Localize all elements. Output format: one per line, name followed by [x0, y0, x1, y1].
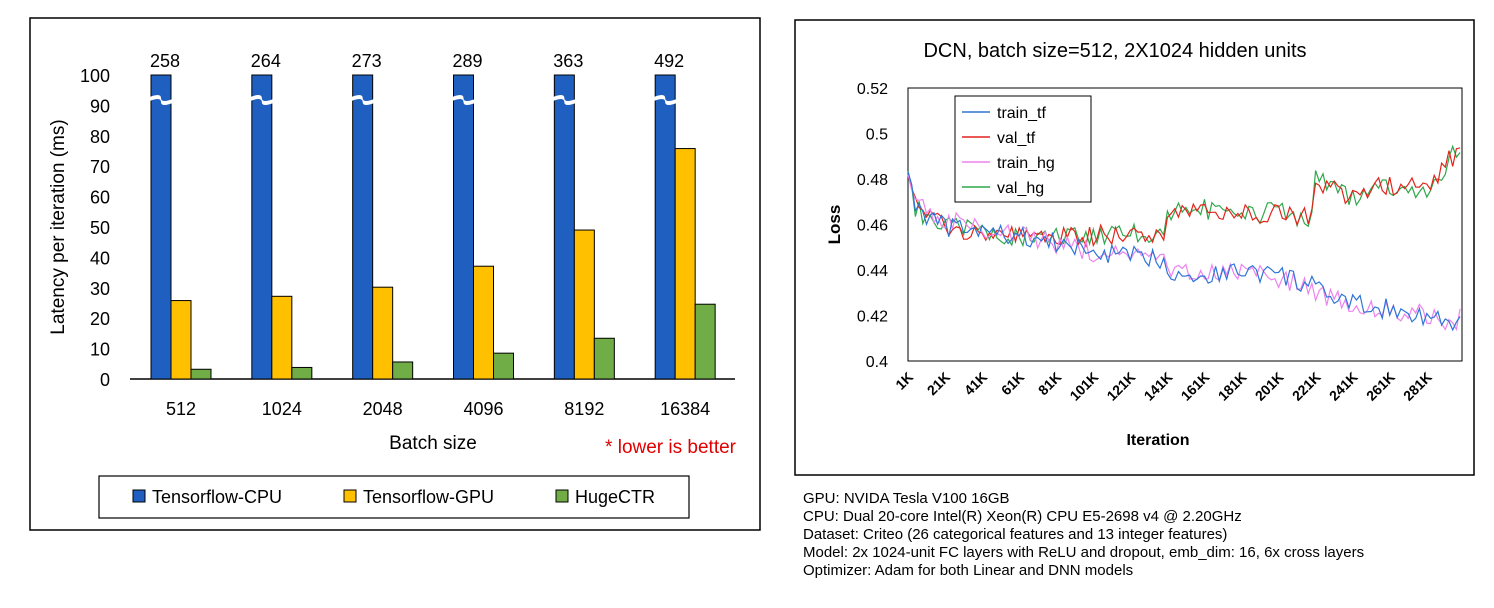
legend-swatch: [343, 489, 357, 503]
spec-cpu: CPU: Dual 20-core Intel(R) Xeon(R) CPU E…: [803, 508, 1242, 525]
y-tick-label: 0.48: [857, 172, 888, 189]
y-tick-label: 80: [90, 127, 110, 147]
y-tick-label: 90: [90, 96, 110, 116]
legend-swatch: [132, 489, 146, 503]
spec-gpu: GPU: NVIDA Tesla V100 16GB: [803, 490, 1010, 507]
axis-break-mark: [550, 95, 579, 105]
y-tick-label: 10: [90, 340, 110, 360]
bar-tensorflow-gpu: [372, 286, 394, 380]
axis-break-mark: [651, 95, 680, 105]
axis-break-mark: [247, 95, 276, 105]
bar-tensorflow-gpu: [674, 148, 696, 380]
bar-tensorflow-cpu: [654, 74, 676, 380]
bar-hugectr: [190, 368, 212, 380]
break-value-label: 289: [452, 51, 482, 71]
bar-chart-panel: 0 10 20 30 40 50 60 70 80 90 100 Latency per iterat…: [29, 17, 761, 531]
legend-label: train_hg: [997, 155, 1055, 172]
annotation-note: * lower is better: [605, 437, 737, 458]
bar-chart: 0 10 20 30 40 50 60 70 80 90 100 Latency per iterat…: [48, 51, 737, 519]
legend-swatch: [555, 489, 569, 503]
x-axis-label: Iteration: [1126, 432, 1189, 449]
y-tick-label: 0.44: [857, 263, 888, 280]
bar-tensorflow-cpu: [553, 74, 575, 380]
y-axis-label: Latency per iteration (ms): [48, 119, 69, 334]
break-value-label: 264: [251, 51, 281, 71]
break-value-label: 492: [654, 51, 684, 71]
bar-tensorflow-gpu: [271, 295, 293, 380]
x-tick-label: 2048: [363, 399, 403, 419]
y-tick-label: 0.42: [857, 309, 888, 326]
bar-tensorflow-gpu: [473, 265, 494, 380]
x-tick-label: 1024: [262, 399, 302, 419]
y-tick-label: 0: [100, 370, 110, 390]
x-axis-label: Batch size: [389, 433, 477, 454]
legend-label: Tensorflow-CPU: [152, 487, 282, 507]
legend-label: Tensorflow-GPU: [363, 487, 494, 507]
y-tick-label: 0.4: [866, 354, 888, 371]
bar-hugectr: [593, 337, 615, 380]
bar-tensorflow-cpu: [453, 74, 474, 380]
series-line-val-tf: [907, 147, 1461, 248]
legend-box: [954, 95, 1092, 203]
plot-area: [907, 87, 1463, 362]
hardware-specs: GPU: NVIDA Tesla V100 16GB CPU: Dual 20-…: [803, 490, 1493, 580]
series-line-train-hg: [907, 174, 1461, 332]
break-value-label: 363: [553, 51, 583, 71]
x-tick-label: 16384: [660, 399, 710, 419]
y-tick-label: 100: [80, 66, 110, 86]
break-value-label: 273: [352, 51, 382, 71]
axis-break-mark: [147, 95, 175, 105]
legend-box: [98, 475, 690, 519]
y-tick-label: 60: [90, 188, 110, 208]
y-tick-label: 20: [90, 309, 110, 329]
axis-break-mark: [348, 95, 377, 105]
bar-tensorflow-cpu: [352, 74, 374, 380]
y-tick-label: 50: [90, 218, 110, 238]
x-tick-label: 4096: [463, 399, 503, 419]
bar-hugectr: [493, 352, 514, 380]
legend-label: train_tf: [997, 105, 1046, 122]
y-tick-label: 70: [90, 157, 110, 177]
bar-tensorflow-cpu: [150, 74, 172, 380]
bar-tensorflow-cpu: [251, 74, 273, 380]
legend-label: val_hg: [997, 180, 1044, 197]
bar-tensorflow-gpu: [573, 229, 595, 380]
bar-tensorflow-gpu: [170, 300, 192, 380]
line-chart-panel: DCN, batch size=512, 2X1024 hidden units…: [794, 19, 1475, 476]
legend-label: val_tf: [997, 130, 1036, 147]
y-tick-label: 0.46: [857, 218, 888, 235]
spec-model: Model: 2x 1024-unit FC layers with ReLU …: [803, 544, 1365, 561]
bar-hugectr: [694, 303, 716, 380]
chart-title: DCN, batch size=512, 2X1024 hidden units: [923, 40, 1306, 62]
y-axis-label: Loss: [825, 205, 844, 245]
legend-label: HugeCTR: [575, 487, 655, 507]
series-line-train-tf: [907, 171, 1461, 332]
spec-dataset: Dataset: Criteo (26 categorical features…: [803, 526, 1228, 543]
bar-hugectr: [392, 361, 414, 380]
x-tick-label: 8192: [564, 399, 604, 419]
break-value-label: 258: [150, 51, 180, 71]
y-tick-label: 40: [90, 248, 110, 268]
axis-break-mark: [449, 95, 478, 105]
series-line-val-hg: [907, 144, 1461, 248]
x-tick-label: 512: [166, 399, 196, 419]
y-tick-label: 0.5: [866, 127, 888, 144]
spec-optimizer: Optimizer: Adam for both Linear and DNN …: [803, 562, 1134, 579]
y-tick-label: 0.52: [857, 81, 888, 98]
bar-hugectr: [291, 366, 313, 380]
y-tick-label: 30: [90, 279, 110, 299]
